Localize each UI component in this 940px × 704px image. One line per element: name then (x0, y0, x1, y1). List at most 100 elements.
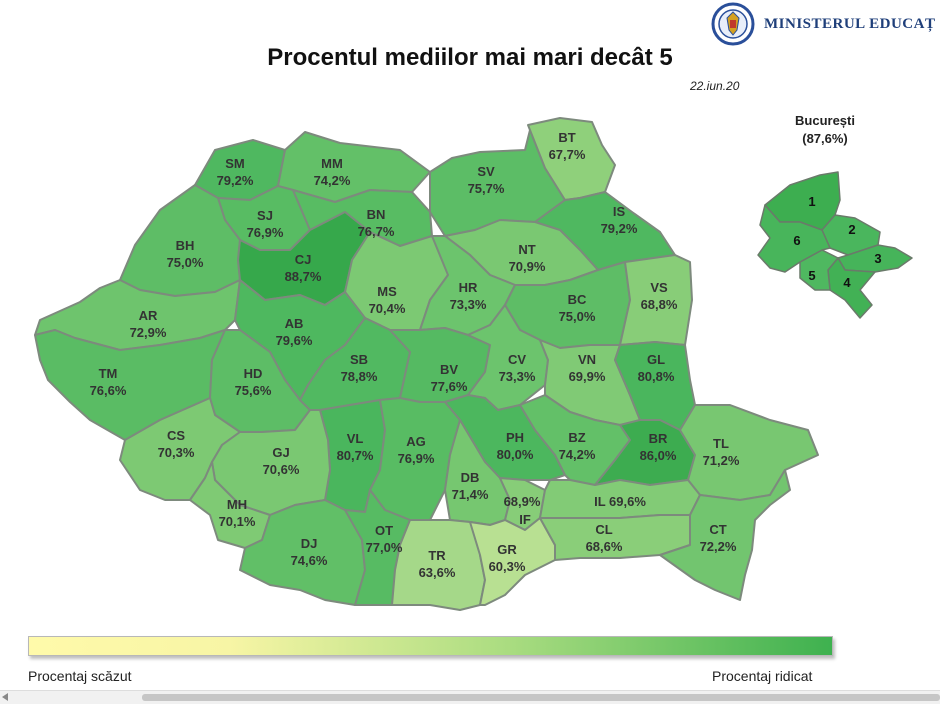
county-value: 69,6% (609, 494, 646, 509)
county-code: TL (713, 436, 729, 451)
county-label-sb: SB 78,8% (341, 352, 378, 384)
county-label-gr: GR 60,3% (489, 542, 526, 574)
county-label-tl: TL 71,2% (703, 436, 740, 468)
county-label-vl: VL 80,7% (337, 431, 374, 463)
legend-low-label: Procentaj scăzut (28, 668, 132, 684)
county-label-hd: HD 75,6% (235, 366, 272, 398)
county-code: IL (594, 494, 609, 509)
county-value: 79,2% (601, 221, 638, 236)
county-code: IS (613, 204, 626, 219)
county-code: HD (244, 366, 263, 381)
county-label-tm: TM 76,6% (90, 366, 127, 398)
county-code: BT (558, 130, 575, 145)
bucuresti-sector-label-2: 2 (848, 222, 855, 237)
county-label-ot: OT 77,0% (366, 523, 403, 555)
county-value: 74,2% (314, 173, 351, 188)
county-value: 79,6% (276, 333, 313, 348)
county-code: GL (647, 352, 665, 367)
county-code: TR (428, 548, 446, 563)
county-value: 75,0% (559, 309, 596, 324)
county-value: 76,9% (398, 451, 435, 466)
county-code: CT (709, 522, 726, 537)
county-code: HR (459, 280, 478, 295)
county-label-vs: VS 68,8% (641, 280, 678, 312)
county-value: 72,2% (700, 539, 737, 554)
county-label-is: IS 79,2% (601, 204, 638, 236)
county-label-cl: CL 68,6% (586, 522, 623, 554)
ministry-logo: MINISTERUL EDUCAȚ (708, 2, 940, 46)
county-value: 78,8% (341, 369, 378, 384)
county-label-bc: BC 75,0% (559, 292, 596, 324)
county-value: 80,8% (638, 369, 675, 384)
county-label-ms: MS 70,4% (369, 284, 406, 316)
county-code: DJ (301, 536, 318, 551)
county-code: BZ (568, 430, 585, 445)
ministry-seal-icon (711, 2, 755, 46)
county-label-ar: AR 72,9% (130, 308, 167, 340)
county-tl (679, 404, 819, 501)
county-value: 88,7% (285, 269, 322, 284)
labels-layer: SM 79,2% MM 74,2% SV 75,7% BT 67,7% SJ 76,9% BN 76,… (90, 130, 740, 580)
county-label-br: BR 86,0% (640, 431, 677, 463)
county-label-bn: BN 76,7% (358, 207, 395, 239)
county-code: CV (508, 352, 526, 367)
county-label-cv: CV 73,3% (499, 352, 536, 384)
counties-layer (34, 117, 819, 611)
county-label-cs: CS 70,3% (158, 428, 195, 460)
county-code: VS (650, 280, 668, 295)
county-label-ct: CT 72,2% (700, 522, 737, 554)
county-cv (467, 304, 549, 411)
county-label-bz: BZ 74,2% (559, 430, 596, 462)
county-code: TM (99, 366, 118, 381)
county-ct (659, 469, 791, 601)
county-label-sv: SV 75,7% (468, 164, 505, 196)
county-label-mm: MM 74,2% (314, 156, 351, 188)
county-value: 70,4% (369, 301, 406, 316)
county-value: 63,6% (419, 565, 456, 580)
county-code: VL (347, 431, 364, 446)
county-label-sj: SJ 76,9% (247, 208, 284, 240)
county-label-nt: NT 70,9% (509, 242, 546, 274)
county-value: 79,2% (217, 173, 254, 188)
county-value: 80,0% (497, 447, 534, 462)
county-code: NT (518, 242, 535, 257)
county-code: GJ (272, 445, 289, 460)
bucuresti-inset-map: 1 2 3 4 5 6 (757, 171, 913, 319)
county-value: 73,3% (499, 369, 536, 384)
county-value: 74,2% (559, 447, 596, 462)
county-label-hr: HR 73,3% (450, 280, 487, 312)
county-label-tr: TR 63,6% (419, 548, 456, 580)
county-label-gj: GJ 70,6% (263, 445, 300, 477)
county-value: 68,9% (504, 494, 541, 509)
map-date: 22.iun.20 (690, 79, 740, 93)
county-code: CJ (295, 252, 312, 267)
county-label-mh: MH 70,1% (219, 497, 256, 529)
county-code: SV (477, 164, 495, 179)
county-code: OT (375, 523, 393, 538)
county-value: 70,6% (263, 462, 300, 477)
bucuresti-inset-title: București (87,6%) (770, 112, 880, 148)
county-code: GR (497, 542, 517, 557)
county-value: 75,6% (235, 383, 272, 398)
county-label-gl: GL 80,8% (638, 352, 675, 384)
bucuresti-value: (87,6%) (802, 131, 848, 146)
color-scale-legend (28, 636, 833, 656)
horizontal-scrollbar[interactable] (0, 690, 940, 704)
county-code: SJ (257, 208, 273, 223)
county-gr (469, 517, 556, 606)
county-code: MM (321, 156, 343, 171)
county-label-il: IL 69,6% (594, 494, 646, 509)
county-bt (527, 117, 616, 201)
county-value: 86,0% (640, 448, 677, 463)
county-value: 70,9% (509, 259, 546, 274)
scrollbar-thumb[interactable] (142, 694, 940, 701)
county-code: SM (225, 156, 245, 171)
scroll-left-arrow-icon[interactable] (2, 693, 8, 701)
county-value: 70,3% (158, 445, 195, 460)
county-label-db: DB 71,4% (452, 470, 489, 502)
legend-high-label: Procentaj ridicat (712, 668, 813, 684)
county-value: 77,0% (366, 540, 403, 555)
county-code: VN (578, 352, 596, 367)
county-code: SB (350, 352, 368, 367)
county-ag (369, 397, 461, 521)
